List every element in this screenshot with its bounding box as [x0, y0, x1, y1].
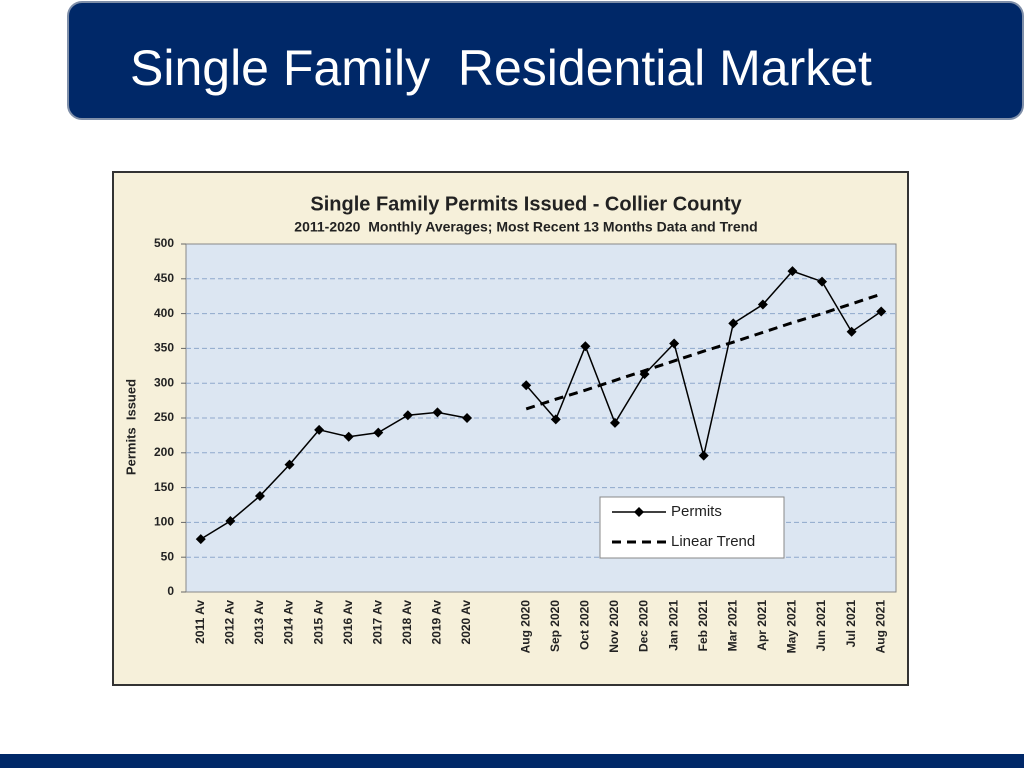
- x-tick-label: Nov 2020: [607, 600, 621, 653]
- point-marker: [432, 407, 443, 418]
- series-line: [525, 292, 882, 411]
- x-tick-label: Jul 2021: [844, 600, 858, 648]
- point-marker: [728, 318, 739, 329]
- point-marker: [314, 424, 325, 435]
- x-tick-label: Jun 2021: [814, 600, 828, 652]
- point-marker: [757, 299, 768, 310]
- x-tick-label: Sep 2020: [548, 600, 562, 652]
- x-tick-label: 2019 Av: [430, 600, 444, 645]
- y-axis-label: Permits Issued: [123, 379, 138, 475]
- chart-subtitle: 2011-2020 Monthly Averages; Most Recent …: [294, 219, 757, 235]
- footer-band: [0, 754, 1024, 768]
- x-tick-label: Oct 2020: [578, 600, 592, 650]
- x-tick-label: 2013 Av: [252, 600, 266, 645]
- x-tick-label: 2017 Av: [370, 600, 384, 645]
- y-tick-label: 350: [154, 341, 174, 355]
- point-marker: [462, 413, 473, 423]
- title-banner: [67, 1, 1024, 120]
- point-marker: [698, 450, 709, 461]
- y-tick-label: 200: [154, 445, 174, 459]
- y-tick-label: 50: [161, 549, 175, 563]
- chart-title: Single Family Permits Issued - Collier C…: [310, 193, 742, 215]
- point-marker: [195, 534, 206, 545]
- x-tick-label: Aug 2020: [518, 600, 532, 654]
- point-marker: [343, 431, 354, 442]
- y-tick-label: 150: [154, 480, 174, 494]
- x-tick-label: Feb 2021: [696, 600, 710, 652]
- point-marker: [373, 427, 384, 438]
- legend-marker: [634, 507, 644, 517]
- y-tick-label: 300: [154, 375, 174, 389]
- x-tick-label: Jan 2021: [666, 600, 680, 651]
- x-tick-label: May 2021: [785, 600, 799, 654]
- legend-box: [599, 496, 785, 559]
- x-tick-label: 2020 Av: [459, 600, 473, 645]
- x-tick-label: Apr 2021: [755, 600, 769, 651]
- x-tick-label: 2012 Av: [223, 600, 237, 645]
- x-tick-label: 2018 Av: [400, 600, 414, 645]
- x-tick-label: 2014 Av: [282, 600, 296, 645]
- point-marker: [846, 326, 857, 337]
- x-tick-label: Aug 2021: [873, 600, 887, 654]
- y-tick-label: 400: [154, 306, 174, 320]
- point-marker: [284, 459, 295, 470]
- x-tick-label: 2011 Av: [193, 600, 207, 644]
- y-tick-label: 450: [154, 271, 174, 285]
- point-marker: [669, 338, 680, 349]
- legend-label: Permits: [671, 503, 722, 520]
- legend-label: Linear Trend: [671, 533, 755, 550]
- x-tick-label: 2016 Av: [341, 600, 355, 645]
- y-tick-label: 0: [167, 584, 174, 598]
- x-tick-label: Dec 2020: [637, 600, 651, 652]
- point-marker: [254, 490, 265, 501]
- point-marker: [609, 417, 620, 428]
- x-tick-label: Mar 2021: [725, 600, 739, 652]
- slide-title: Single Family Residential Market: [130, 40, 872, 96]
- point-marker: [876, 306, 887, 317]
- point-marker: [521, 380, 532, 391]
- point-marker: [225, 516, 236, 527]
- point-marker: [817, 276, 828, 287]
- y-tick-label: 250: [154, 410, 174, 424]
- point-marker: [550, 414, 561, 425]
- point-marker: [402, 410, 413, 421]
- point-marker: [787, 266, 798, 277]
- point-marker: [580, 341, 591, 352]
- x-tick-label: 2015 Av: [311, 600, 325, 645]
- y-tick-label: 100: [154, 515, 174, 529]
- y-tick-label: 500: [154, 236, 174, 250]
